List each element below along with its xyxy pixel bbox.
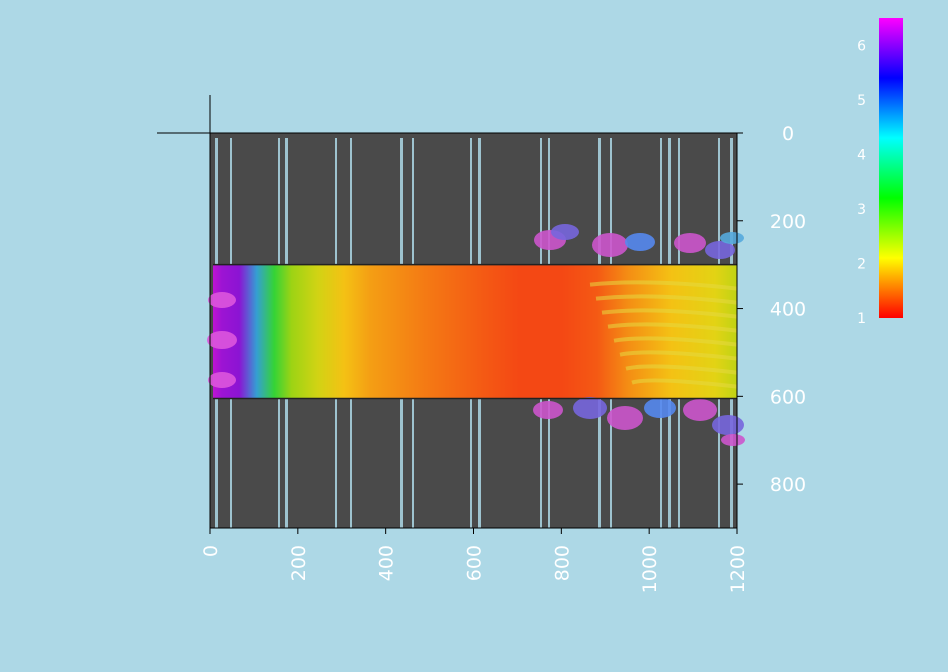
band-filament xyxy=(625,364,738,375)
y-tick-label: 0 xyxy=(782,123,794,145)
fringe-blob xyxy=(683,399,717,421)
band-tint xyxy=(213,264,737,399)
fringe-blob xyxy=(533,401,563,419)
y-tick-label: 200 xyxy=(770,211,806,233)
y-tick-label: 800 xyxy=(770,474,806,496)
fringe-blob xyxy=(712,415,744,435)
x-tick-label: 1000 xyxy=(639,545,661,593)
fringe-blob xyxy=(573,397,607,419)
mixing-band xyxy=(213,264,737,399)
band-filament xyxy=(631,378,738,389)
x-tick-label: 0 xyxy=(200,545,222,557)
fringe-blob xyxy=(592,233,628,257)
colorbar-tick-label: 1 xyxy=(857,311,866,327)
band-filament xyxy=(595,294,738,305)
band-filament xyxy=(613,336,738,347)
colorbar-tick-label: 5 xyxy=(857,93,866,109)
band-filament xyxy=(589,280,738,291)
band-filament xyxy=(601,308,738,319)
y-tick-label: 600 xyxy=(770,386,806,408)
fringe-blob xyxy=(720,232,744,244)
y-tick-label: 400 xyxy=(770,299,806,321)
colorbar-tick-label: 3 xyxy=(857,202,866,218)
fringe-blob xyxy=(705,241,735,259)
x-tick-label: 800 xyxy=(551,545,573,581)
colorbar-tick-label: 4 xyxy=(857,147,866,163)
fringe-blob xyxy=(607,406,643,430)
fringe-blob xyxy=(674,233,706,253)
colorbar xyxy=(879,18,903,318)
x-tick-label: 400 xyxy=(376,545,398,581)
fringe-blob xyxy=(551,224,579,240)
colorbar-tick-label: 6 xyxy=(857,38,866,54)
x-tick-label: 600 xyxy=(464,545,486,581)
band-filament xyxy=(619,350,738,361)
fringe-blob xyxy=(207,331,237,349)
fringe-blob xyxy=(644,398,676,418)
fringe-blob xyxy=(208,292,236,308)
fringe-blob xyxy=(208,372,236,388)
x-tick-label: 1200 xyxy=(727,545,749,593)
band-filament xyxy=(607,322,738,333)
colorbar-tick-label: 2 xyxy=(857,256,866,272)
x-tick-label: 200 xyxy=(288,545,310,581)
fringe-blob xyxy=(721,434,745,446)
fringe-blob xyxy=(625,233,655,251)
